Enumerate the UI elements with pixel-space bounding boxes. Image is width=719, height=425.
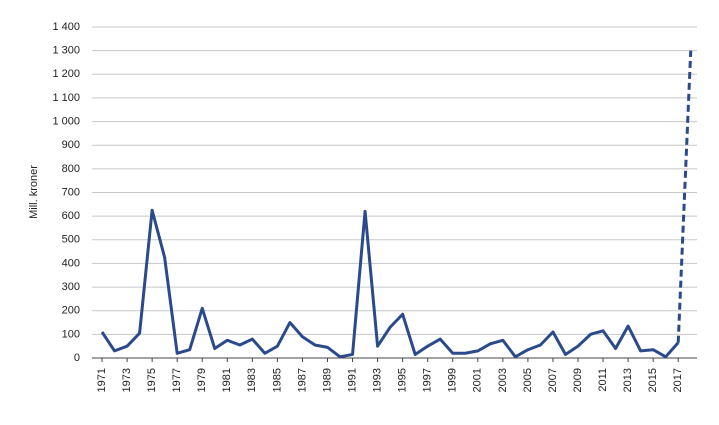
x-tick-label: 2015	[647, 368, 659, 392]
x-tick-label: 1993	[371, 368, 383, 392]
x-tick-label: 1987	[296, 368, 308, 392]
y-tick-label: 1 300	[52, 45, 80, 57]
y-tick-label: 1 400	[52, 21, 80, 33]
x-tick-label: 2001	[472, 368, 484, 392]
y-tick-label: 1 200	[52, 68, 80, 80]
x-tick-label: 2013	[622, 368, 634, 392]
x-tick-label: 1991	[346, 368, 358, 392]
x-tick-label: 2009	[572, 368, 584, 392]
y-tick-label: 300	[62, 281, 80, 293]
x-tick-label: 2011	[597, 368, 609, 392]
y-tick-label: 800	[62, 163, 80, 175]
x-tick-label: 1985	[271, 368, 283, 392]
y-axis-label: Mill. kroner	[28, 165, 40, 219]
x-tick-label: 1973	[121, 368, 133, 392]
x-tick-label: 1979	[196, 368, 208, 392]
y-tick-label: 100	[62, 328, 80, 340]
x-tick-label: 1999	[447, 368, 459, 392]
x-tick-label: 1997	[422, 368, 434, 392]
x-tick-label: 2017	[672, 368, 684, 392]
y-tick-label: 900	[62, 139, 80, 151]
y-tick-label: 1 000	[52, 115, 80, 127]
x-tick-label: 1995	[397, 368, 409, 392]
y-tick-label: 400	[62, 257, 80, 269]
x-tick-label: 2005	[522, 368, 534, 392]
x-tick-label: 1989	[321, 368, 333, 392]
x-tick-label: 2003	[497, 368, 509, 392]
y-tick-label: 1 100	[52, 92, 80, 104]
series-line	[676, 50, 693, 343]
y-tick-label: 600	[62, 210, 80, 222]
x-tick-label: 1975	[146, 368, 158, 392]
x-tick-label: 1981	[221, 368, 233, 392]
y-tick-label: 700	[62, 186, 80, 198]
series-line	[100, 208, 680, 359]
y-tick-label: 500	[62, 234, 80, 246]
x-tick-label: 1971	[96, 368, 108, 392]
x-tick-label: 1983	[246, 368, 258, 392]
y-tick-label: 0	[74, 352, 80, 364]
y-tick-label: 200	[62, 305, 80, 317]
x-tick-label: 2007	[547, 368, 559, 392]
x-tick-label: 1977	[171, 368, 183, 392]
